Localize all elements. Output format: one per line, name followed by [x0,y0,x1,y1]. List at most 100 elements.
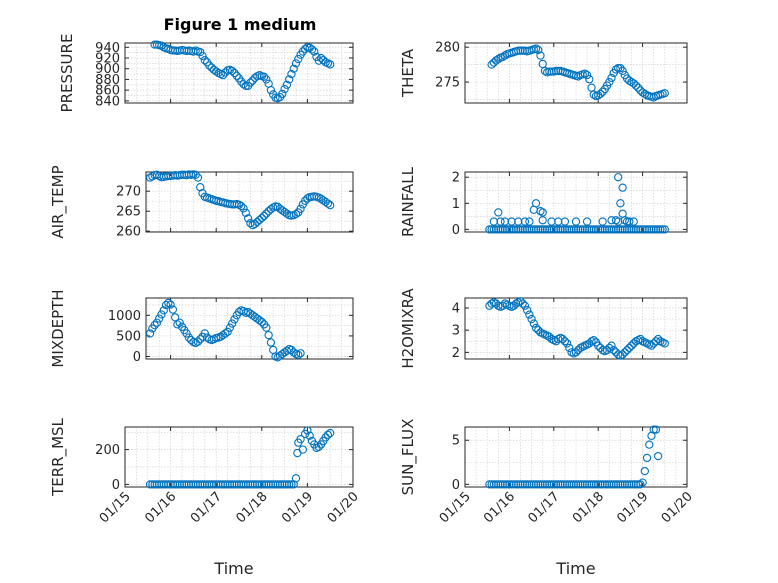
data-point [525,217,534,226]
subplot-h2omixra: 2 3 4 H2OMIXRA [399,288,688,369]
data-point [221,329,230,338]
x-tick-label: 01/20 [325,489,362,526]
data-point [538,216,547,225]
y-tick-label: 0 [452,223,460,238]
data-point [262,75,271,84]
data-point [558,334,567,344]
y-tick-label: 920 [95,52,120,67]
data-point [625,343,634,353]
y-tick-label: 900 [95,62,120,77]
data-point [616,63,625,73]
data-point [634,480,643,489]
data-point [314,442,323,452]
data-point [607,341,616,350]
data-point [618,183,627,192]
data-point [627,341,636,350]
data-point [498,52,507,62]
data-point [326,428,335,438]
data-point [157,310,166,319]
data-point [594,341,603,350]
y-tick-label: 265 [116,205,141,220]
data-point [529,319,538,328]
y-tick-label: 3 [452,324,460,339]
data-point [157,41,166,50]
y-tick-label: 1 [452,197,460,212]
x-axis-label: Time [213,559,253,578]
y-tick-label: 1000 [108,309,141,324]
y-tick-label: 200 [95,443,120,458]
data-point [487,60,496,69]
data-point [257,213,266,223]
y-tick-label: 880 [95,73,120,88]
data-point [516,297,525,306]
data-point [303,426,312,435]
data-point [565,343,574,353]
data-point [534,45,543,55]
data-point [629,217,638,226]
data-point [562,339,572,348]
data-point [649,425,658,434]
data-point [531,44,541,53]
y-tick-label: 0 [112,478,120,493]
data-point [625,217,634,226]
data-point [326,201,335,210]
data-point [585,75,594,84]
y-axis-label: PRESSURE [58,34,76,113]
data-point [257,317,266,327]
y-tick-label: 0 [133,350,141,365]
data-point [611,216,621,225]
data-point [230,315,239,324]
data-point [571,217,581,226]
data-point [598,217,607,226]
data-point [287,480,296,489]
data-point [225,323,235,332]
y-tick-label: 4 [452,301,460,316]
data-point [536,51,545,60]
data-point [230,68,239,78]
data-point [246,78,255,87]
subplot-rainfall: 0 1 2 RAINFALL [399,166,688,238]
data-point [296,349,305,358]
x-tick-label: 01/15 [437,489,474,526]
data-point [645,440,654,449]
data-point [607,73,616,83]
x-tick-label: 01/20 [659,489,696,526]
data-point [598,87,607,96]
data-point [212,67,221,76]
y-tick-label: 280 [435,41,460,56]
data-point [173,320,182,329]
data-point [145,329,155,338]
data-point [266,338,276,347]
x-tick-label: 01/16 [481,489,518,526]
data-point [656,225,665,234]
data-point [264,330,273,340]
data-point [642,453,652,463]
subplot-terr_msl: 0 200 TERR_MSL 01/15 01/16 01/17 01/18 01/19 01/… [49,417,362,578]
data-point [520,301,530,310]
y-tick-label: 260 [116,225,141,240]
data-point [491,56,501,65]
data-point [618,66,627,76]
data-point [323,430,333,439]
data-point [237,77,246,86]
data-point [514,217,523,226]
data-point [166,300,175,309]
data-point [296,435,305,444]
data-point [228,319,237,328]
data-point [278,89,287,99]
data-point [571,348,581,357]
data-point [614,173,623,182]
data-point [243,214,253,223]
data-point [618,350,627,359]
y-axis-label: SUN_FLUX [399,419,418,496]
axes-frame [145,171,354,233]
data-point [523,306,532,315]
data-point [494,54,503,64]
data-point [531,199,541,208]
data-point [152,318,162,327]
data-point [198,51,207,61]
data-point [625,76,634,85]
